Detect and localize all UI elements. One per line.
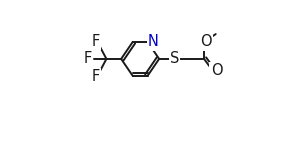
Text: N: N — [148, 34, 159, 49]
Text: S: S — [170, 51, 179, 66]
Text: F: F — [91, 34, 100, 49]
Text: O: O — [200, 34, 212, 49]
Text: F: F — [91, 69, 100, 84]
Text: O: O — [211, 63, 222, 78]
Text: F: F — [84, 51, 92, 66]
